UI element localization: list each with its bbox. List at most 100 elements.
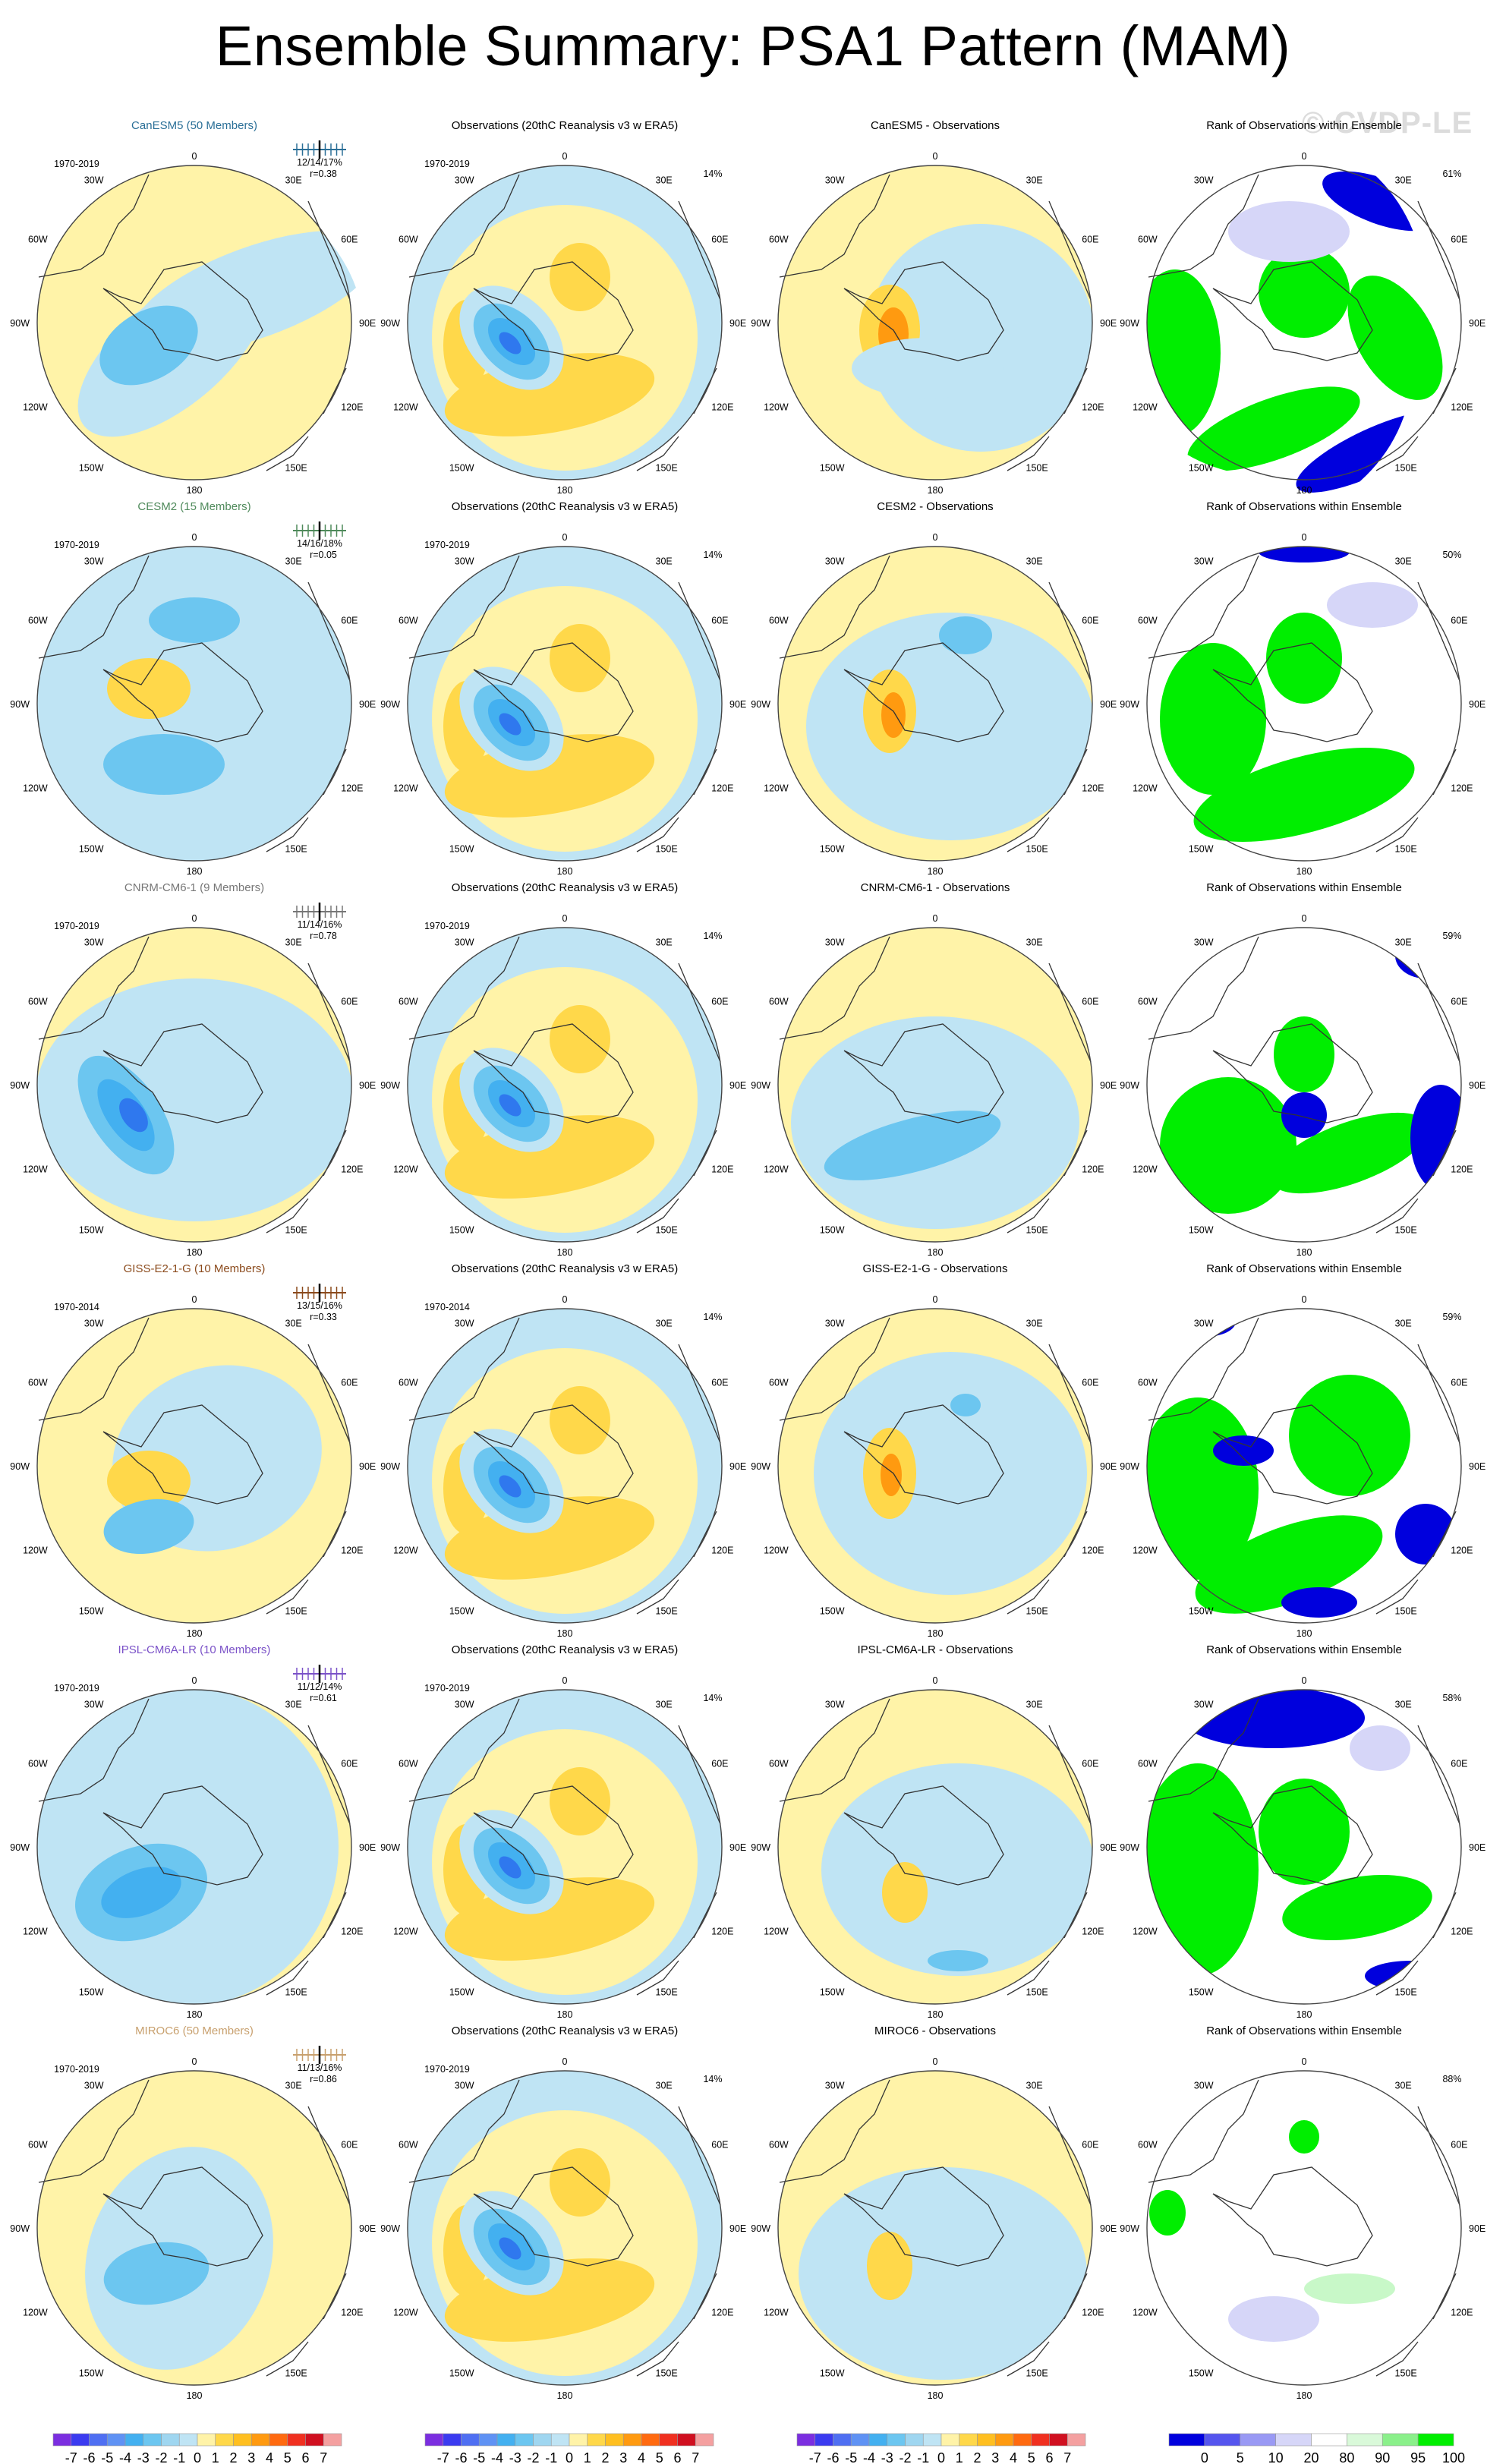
colorbar-swatch — [1347, 2433, 1383, 2447]
pattern-blob — [1274, 1016, 1334, 1092]
longitude-label: 180 — [928, 2009, 944, 2020]
pattern-blob — [1259, 247, 1350, 338]
colorbar-swatch — [71, 2433, 90, 2447]
longitude-label: 90W — [10, 2223, 30, 2234]
pattern-blob — [1282, 1874, 1432, 1941]
colorbar-swatch — [641, 2433, 660, 2447]
antarctica-coastline — [1212, 1785, 1373, 1886]
longitude-label: 0 — [933, 913, 938, 924]
colorbar-tick-label: 80 — [1339, 2450, 1354, 2464]
longitude-label: 60E — [1451, 1378, 1467, 1388]
colorbar-tick-label: 1 — [212, 2450, 219, 2464]
colorbar-tick-label: -4 — [863, 2450, 875, 2464]
panel-obs-3: 0 180 30W 30E 60W 60E 90W 90E 120W 120E 150W 150E Ob… — [380, 881, 746, 1258]
longitude-label: 120E — [711, 2308, 733, 2318]
longitude-label: 30E — [656, 937, 673, 948]
longitude-label: 30E — [1026, 556, 1043, 567]
south-america-coastline — [408, 174, 520, 278]
correlation-label: r=0.38 — [310, 169, 337, 179]
new-zealand-coastline — [1007, 1198, 1050, 1234]
longitude-label: 120E — [341, 1546, 363, 1556]
longitude-label: 90E — [1100, 1842, 1117, 1853]
colorbar-hpa-model: -7-6-5-4-3-2-101234567hPa — [52, 2433, 342, 2464]
panel-diff-1: 0 180 30W 30E 60W 60E 90W 90E 120W 120E 150W 150E Ca… — [751, 119, 1117, 496]
longitude-label: 30W — [1194, 1700, 1214, 1710]
longitude-label: 180 — [557, 1628, 573, 1639]
longitude-label: 120W — [1133, 2308, 1158, 2318]
colorbar-swatch — [1168, 2433, 1205, 2447]
longitude-label: 0 — [192, 1294, 197, 1305]
antarctica-coastline — [102, 2166, 263, 2267]
longitude-label: 60W — [1138, 997, 1158, 1007]
longitude-label: 180 — [187, 866, 203, 877]
pattern-blob — [1195, 1515, 1383, 1614]
africa-coastline — [678, 581, 721, 682]
pattern-blob — [882, 1862, 928, 1923]
pattern-blob — [867, 2232, 912, 2300]
longitude-label: 90W — [10, 699, 30, 710]
longitude-label: 180 — [928, 1628, 944, 1639]
south-america-coastline — [38, 174, 150, 278]
longitude-label: 150E — [285, 843, 307, 854]
colorbar-swatch — [994, 2433, 1014, 2447]
colorbar-swatch — [833, 2433, 852, 2447]
period-label: 1970-2019 — [54, 2064, 99, 2075]
map-frame — [1146, 927, 1462, 1243]
longitude-label: 120E — [1451, 1927, 1473, 1937]
new-zealand-coastline — [636, 436, 679, 471]
longitude-label: 30E — [1395, 2081, 1412, 2091]
longitude-label: 150W — [1189, 843, 1214, 854]
longitude-label: 90W — [10, 1842, 30, 1853]
longitude-label: 120W — [1133, 1164, 1158, 1175]
antarctica-coastline — [843, 642, 1004, 742]
longitude-label: 90E — [359, 699, 376, 710]
africa-coastline — [1048, 200, 1092, 301]
colorbar-swatch — [533, 2433, 552, 2447]
longitude-label: 60W — [28, 2140, 48, 2150]
longitude-label: 180 — [1296, 2009, 1312, 2020]
colorbar-tick-label: 95 — [1410, 2450, 1426, 2464]
panel-diff-4: 0 180 30W 30E 60W 60E 90W 90E 120W 120E 150W 150E GI… — [751, 1262, 1117, 1639]
longitude-label: 30W — [1194, 1319, 1214, 1329]
africa-coastline — [1048, 1725, 1092, 1825]
pattern-blob — [499, 1475, 521, 1498]
longitude-label: 0 — [562, 1294, 568, 1305]
longitude-label: 150W — [449, 462, 474, 473]
longitude-label: 150W — [820, 1987, 845, 1997]
colorbar-tick-label: 100 — [1442, 2450, 1465, 2464]
longitude-label: 150E — [1395, 462, 1417, 473]
rank-title: Rank of Observations within Ensemble — [1206, 1643, 1402, 1656]
longitude-label: 150E — [656, 1224, 678, 1235]
longitude-label: 150E — [1026, 462, 1048, 473]
longitude-label: 60E — [341, 616, 358, 626]
colorbar-tick-label: 4 — [1010, 2450, 1017, 2464]
period-label: 1970-2014 — [424, 1302, 470, 1312]
new-zealand-coastline — [266, 1960, 309, 1996]
correlation-label: r=0.61 — [310, 1693, 337, 1703]
longitude-label: 180 — [928, 2390, 944, 2401]
antarctica-coastline — [473, 1404, 634, 1505]
south-america-coastline — [408, 2079, 520, 2183]
map-frame — [407, 927, 723, 1243]
colorbar-tick-label: 2 — [229, 2450, 237, 2464]
longitude-label: 120W — [393, 1927, 418, 1937]
period-label: 1970-2019 — [54, 159, 99, 169]
longitude-label: 90E — [1100, 2223, 1117, 2234]
colorbar-tick-label: 2 — [601, 2450, 609, 2464]
map-frame — [36, 546, 352, 862]
colorbar-tick-label: -6 — [827, 2450, 839, 2464]
longitude-label: 30W — [1194, 2081, 1214, 2091]
south-america-coastline — [38, 936, 150, 1040]
longitude-label: 30W — [825, 937, 845, 948]
longitude-label: 30E — [656, 1700, 673, 1710]
colorbar-swatch — [659, 2433, 678, 2447]
longitude-label: 120W — [23, 1546, 48, 1556]
longitude-label: 120E — [1082, 402, 1104, 413]
pattern-blob — [101, 1867, 181, 1918]
panel-rank-2: 0 180 30W 30E 60W 60E 90W 90E 120W 120E 150W 150E Ra… — [1120, 500, 1486, 877]
longitude-label: 150W — [79, 1987, 104, 1997]
longitude-label: 60E — [711, 2140, 728, 2150]
longitude-label: 90W — [1120, 1461, 1139, 1472]
pattern-blob — [107, 658, 191, 719]
